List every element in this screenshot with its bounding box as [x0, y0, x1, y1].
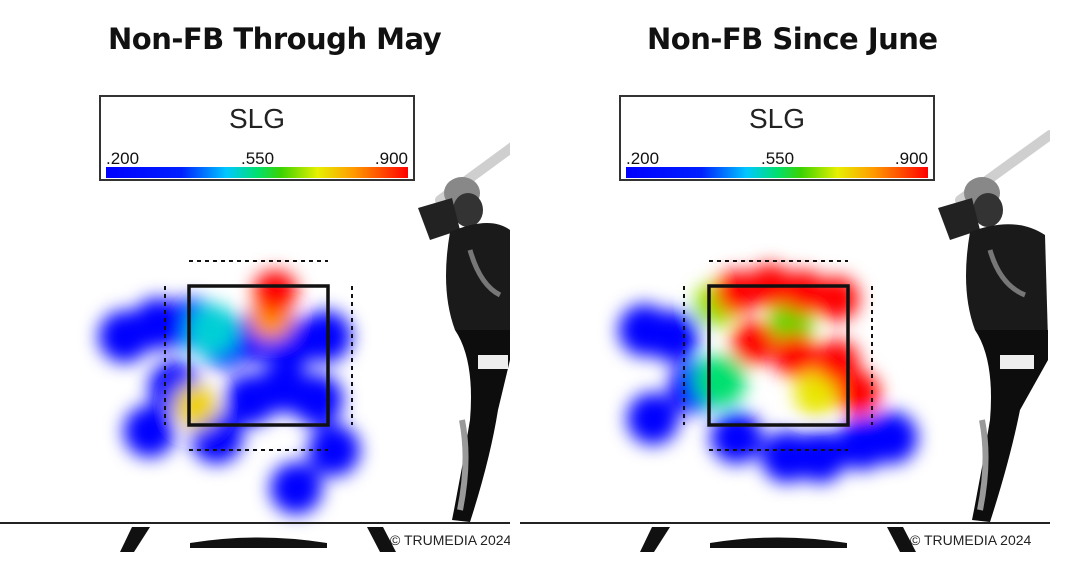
- heatmap-hotspot: [815, 276, 860, 321]
- heatmap-hotspot: [865, 411, 918, 464]
- copyright-text: © TRUMEDIA 2024: [390, 532, 510, 548]
- heatmap-hotspot: [693, 354, 746, 407]
- panel-title: Non-FB Through May: [108, 22, 442, 56]
- legend-color-bar: [626, 167, 928, 178]
- legend-tick-max: .900: [374, 149, 408, 168]
- batters-box-left: [640, 527, 670, 552]
- heatmap-hotspot: [186, 304, 239, 357]
- home-plate: [190, 537, 327, 548]
- panel-title: Non-FB Since June: [647, 22, 938, 56]
- heatmap-hotspot: [253, 270, 298, 315]
- color-legend: SLG .200 .550 .900: [619, 95, 935, 181]
- heatmap-hotspot: [773, 333, 818, 378]
- heatmap-hotspot: [836, 371, 881, 416]
- heatmap-hotspot: [299, 310, 352, 363]
- heatmap-hotspot: [781, 270, 826, 315]
- legend-color-bar: [106, 167, 408, 178]
- batters-box-right: [367, 527, 396, 552]
- strike-zone: [707, 284, 850, 427]
- batter-silhouette: [938, 130, 1050, 522]
- heatmap-layer: [98, 270, 360, 515]
- heatmap-hotspot: [173, 384, 218, 429]
- batters-box-right: [887, 527, 916, 552]
- legend-tick-max: .900: [894, 149, 928, 168]
- heatmap-hotspot: [710, 411, 763, 464]
- legend-tick-min: .200: [106, 149, 140, 168]
- heatmap-hotspot: [731, 320, 776, 365]
- heatmap-hotspot: [794, 371, 839, 416]
- heatmap-hotspot: [647, 310, 700, 363]
- legend-tick-mid: .550: [241, 149, 275, 168]
- home-plate: [710, 537, 847, 548]
- color-legend: SLG .200 .550 .900: [99, 95, 415, 181]
- copyright-text: © TRUMEDIA 2024: [910, 532, 1032, 548]
- heatmap-hotspot: [123, 405, 176, 458]
- heatmap-panel-through-may: Non-FB Through May: [0, 0, 510, 577]
- heatmap-hotspot: [307, 424, 360, 477]
- heatmap-chart: [520, 130, 1050, 552]
- heatmap-hotspot: [291, 373, 344, 426]
- legend-tick-min: .200: [626, 149, 660, 168]
- heatmap-hotspot: [626, 392, 679, 445]
- batters-box-left: [120, 527, 150, 552]
- heatmap-hotspot: [794, 430, 847, 483]
- heatmap-chart: [0, 142, 510, 552]
- heatmap-panel-since-june: Non-FB Since June SLG: [520, 0, 1050, 577]
- heatmap-hotspot: [714, 270, 759, 315]
- strike-zone: [187, 284, 330, 427]
- heatmap-hotspot: [270, 462, 323, 515]
- legend-tick-mid: .550: [761, 149, 795, 168]
- batter-silhouette: [418, 142, 510, 522]
- legend-title: SLG: [228, 103, 286, 134]
- legend-title: SLG: [748, 103, 806, 134]
